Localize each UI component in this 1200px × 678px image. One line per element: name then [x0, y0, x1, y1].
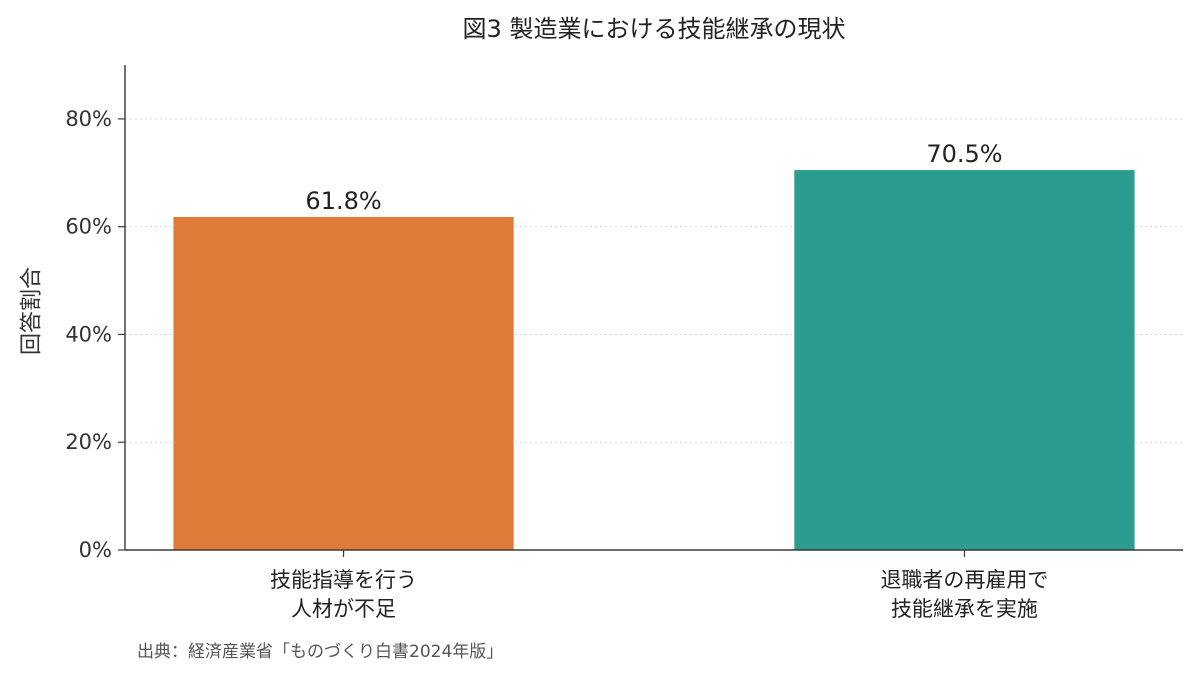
y-tick-label: 80% [65, 107, 112, 131]
y-tick-label: 20% [65, 430, 112, 454]
bar [794, 170, 1135, 551]
bars [173, 170, 1135, 551]
y-tick-label: 60% [65, 215, 112, 239]
source-note: 出典：経済産業省「ものづくり白書2024年版」 [137, 642, 504, 662]
x-category-label: 退職者の再雇用で 技能継承を実施 [880, 568, 1049, 621]
y-tick-label: 40% [65, 322, 112, 346]
data-label: 61.8% [305, 187, 381, 215]
y-axis-label: 回答割合 [20, 267, 45, 355]
axes [118, 65, 1183, 557]
data-label: 70.5% [926, 140, 1002, 168]
labels: 0% 20% 40% 60% 80% 61.8% 70.5% [65, 107, 1002, 562]
y-tick-label: 0% [79, 538, 112, 562]
chart-title: 図3 製造業における技能継承の現状 [463, 15, 846, 43]
bar [173, 216, 514, 550]
x-category-label: 技能指導を行う 人材が不足 [270, 568, 418, 621]
